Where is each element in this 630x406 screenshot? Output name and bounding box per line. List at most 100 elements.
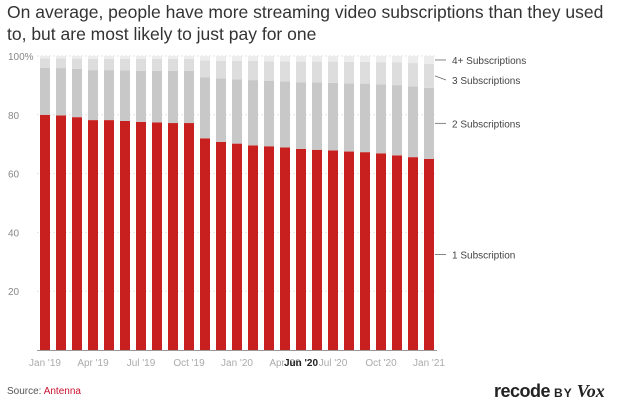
bar-segment (200, 60, 210, 78)
bar-segment (360, 56, 370, 62)
chart-title: On average, people have more streaming v… (7, 2, 604, 44)
bar-segment (248, 145, 258, 350)
bar-segment (408, 86, 418, 158)
x-tick-label: Apr '20 (269, 358, 301, 369)
bar-segment (312, 82, 322, 150)
bar-segment (40, 58, 50, 68)
bar-segment (424, 87, 434, 159)
bar-segment (72, 68, 82, 118)
bar-segment (344, 83, 354, 152)
bar-segment (184, 70, 194, 124)
bar-segment (232, 79, 242, 144)
series-label-connector (434, 75, 447, 81)
recode-logo: recode (494, 381, 551, 401)
series-label: 4+ Subscriptions (452, 56, 526, 67)
brand-by: BY (554, 386, 573, 400)
bar-segment (232, 56, 242, 61)
bar-segment (408, 56, 418, 64)
bar-segment (296, 56, 306, 62)
bar-segment (88, 56, 98, 59)
bars (40, 56, 434, 350)
bar-segment (152, 122, 162, 350)
bar-segment (296, 82, 306, 149)
bar-segment (152, 56, 162, 59)
bar-segment (136, 70, 146, 122)
bar-segment (200, 56, 210, 61)
bar-segment (424, 63, 434, 88)
bar-segment (376, 84, 386, 154)
bar-segment (344, 61, 354, 84)
y-tick-label: 80 (8, 111, 20, 122)
bar-segment (264, 56, 274, 62)
bar-segment (200, 138, 210, 350)
source-label: Source: (7, 386, 42, 397)
series-label: 1 Subscription (452, 250, 515, 261)
bar-segment (200, 77, 210, 139)
bar-segment (328, 82, 338, 151)
bar-segment (344, 151, 354, 350)
bar-segment (392, 155, 402, 350)
brand-logo: recode BY Vox (494, 381, 605, 402)
bar-segment (376, 62, 386, 85)
bar-segment (120, 56, 130, 59)
bar-segment (184, 123, 194, 350)
axes: 20 40 60 80 100% Jan '19 Apr '19 Jul '19 Oct '19… (8, 52, 445, 369)
bar-segment (120, 120, 130, 350)
y-tick-label: 100% (8, 52, 34, 63)
bar-segment (408, 63, 418, 87)
bar-segment (280, 147, 290, 350)
bar-segment (152, 58, 162, 71)
bar-segment (376, 56, 386, 63)
bar-segment (56, 68, 66, 116)
series-label: 2 Subscriptions (452, 119, 520, 130)
bar-segment (88, 70, 98, 121)
bar-segment (280, 61, 290, 82)
bar-segment (392, 62, 402, 86)
bar-segment (280, 81, 290, 148)
x-tick-label: Oct '19 (173, 358, 205, 369)
bar-segment (328, 56, 338, 62)
y-tick-label: 60 (8, 170, 20, 181)
bar-segment (392, 85, 402, 156)
series-labels: 1 Subscription 2 Subscriptions 3 Subscript… (434, 56, 526, 261)
bar-segment (168, 70, 178, 124)
bar-segment (72, 58, 82, 69)
bar-segment (72, 117, 82, 350)
x-tick-label: Apr '19 (77, 358, 109, 369)
source-link[interactable]: Antenna (43, 386, 81, 397)
bar-segment (216, 78, 226, 142)
bar-segment (312, 149, 322, 350)
bar-segment (280, 56, 290, 62)
x-tick-label: Jan '20 (221, 358, 253, 369)
bar-segment (40, 56, 50, 59)
bar-segment (360, 83, 370, 153)
bar-segment (248, 60, 258, 81)
bar-segment (312, 56, 322, 62)
bar-segment (360, 152, 370, 350)
bar-segment (248, 56, 258, 61)
bar-segment (216, 60, 226, 79)
bar-segment (104, 120, 114, 350)
y-tick-label: 20 (8, 287, 20, 298)
bar-segment (184, 56, 194, 59)
bar-segment (104, 58, 114, 71)
x-tick-label: Jan '21 (413, 358, 445, 369)
vox-logo: Vox (576, 381, 605, 401)
source-note: Source: Antenna (7, 386, 81, 397)
bar-segment (376, 153, 386, 350)
bar-segment (104, 56, 114, 59)
bar-segment (296, 61, 306, 83)
bar-segment (56, 56, 66, 59)
bar-segment (232, 143, 242, 350)
bar-segment (328, 61, 338, 83)
bar-segment (72, 56, 82, 59)
bar-segment (104, 70, 114, 121)
bar-segment (88, 120, 98, 350)
bar-segment (344, 56, 354, 62)
bar-segment (56, 115, 66, 350)
bar-segment (392, 56, 402, 63)
bar-segment (40, 67, 50, 115)
bar-segment (184, 58, 194, 71)
bar-segment (136, 58, 146, 71)
